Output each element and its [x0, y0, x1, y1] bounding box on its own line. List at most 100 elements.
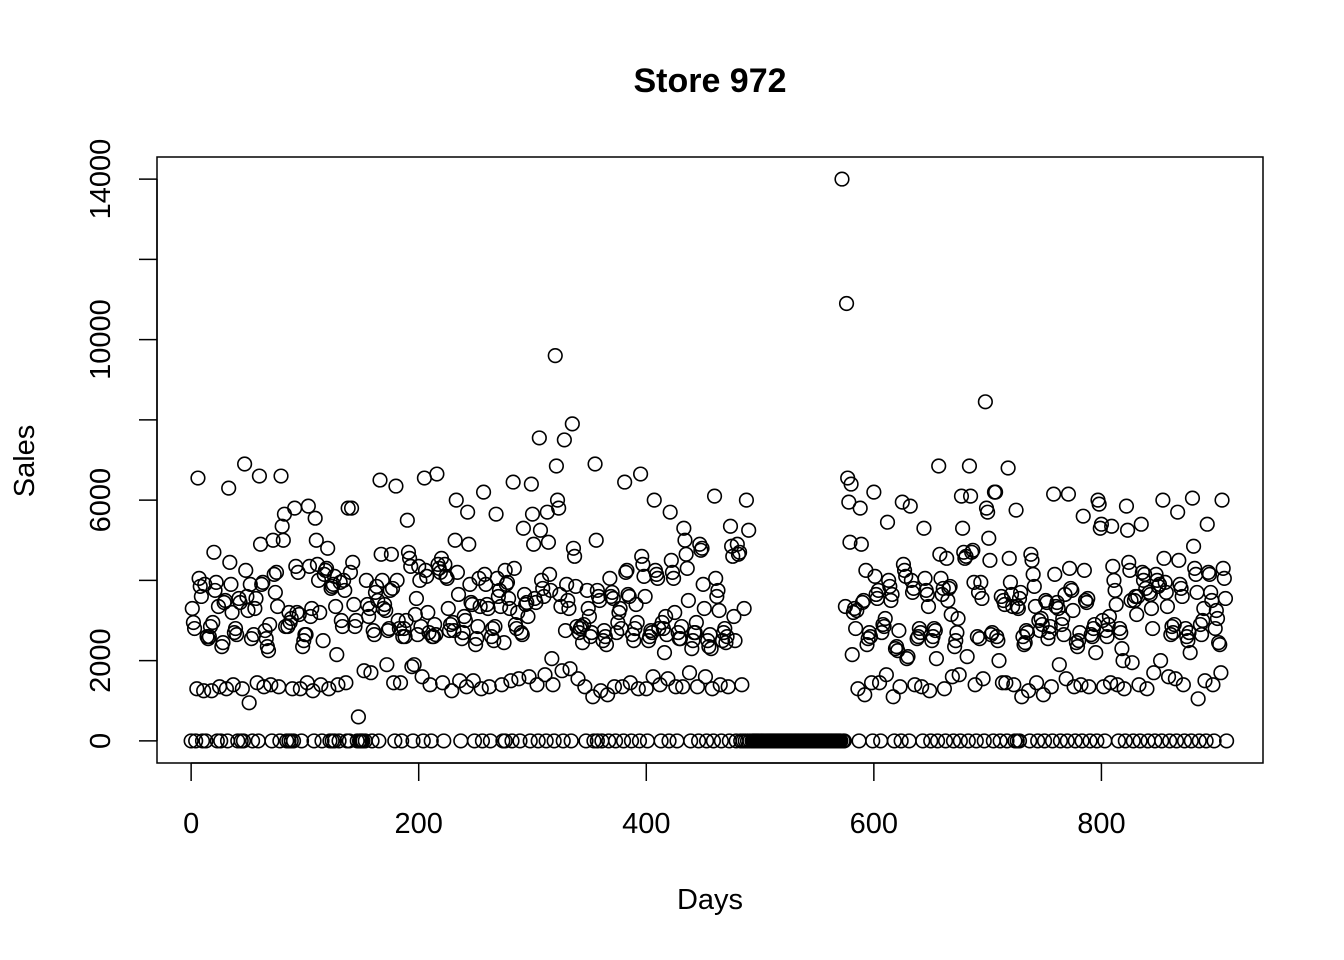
data-point: [887, 641, 904, 657]
data-point: [1030, 733, 1046, 749]
data-point: [345, 554, 361, 570]
data-point: [1185, 538, 1202, 554]
data-point: [1176, 733, 1193, 749]
data-point: [843, 476, 859, 492]
data-point: [1187, 560, 1203, 576]
data-point: [387, 733, 403, 749]
data-point: [736, 600, 752, 617]
data-point: [516, 586, 533, 603]
data-point: [237, 456, 253, 472]
data-point: [415, 733, 431, 749]
data-point: [1052, 733, 1069, 749]
data-point: [329, 647, 345, 663]
data-point: [900, 649, 916, 665]
data-point: [482, 733, 498, 749]
data-point: [920, 598, 937, 615]
data-point: [1064, 582, 1080, 599]
data-point: [1160, 669, 1177, 685]
data-point: [251, 468, 268, 484]
data-point: [1060, 486, 1077, 502]
data-point: [620, 586, 636, 603]
data-point: [618, 564, 634, 580]
data-point: [919, 586, 935, 603]
data-point: [726, 608, 742, 625]
data-point: [1011, 590, 1028, 607]
data-point: [221, 480, 237, 496]
data-point: [524, 506, 541, 522]
data-point: [629, 614, 645, 631]
data-point: [1146, 665, 1162, 681]
data-point: [343, 500, 360, 516]
data-point: [494, 677, 510, 693]
data-point: [628, 596, 644, 613]
data-point: [461, 536, 477, 552]
data-point: [1023, 546, 1039, 562]
data-point: [1195, 612, 1211, 629]
data-point: [877, 610, 893, 627]
data-point: [879, 514, 896, 530]
data-point: [851, 733, 867, 749]
data-point: [1099, 628, 1115, 645]
data-point: [1073, 677, 1089, 693]
x-axis-label: Days: [677, 884, 743, 916]
data-point: [1218, 733, 1235, 749]
data-point: [298, 626, 314, 643]
data-point: [364, 733, 380, 749]
data-point: [198, 733, 214, 749]
data-point: [926, 620, 942, 637]
data-point: [1010, 600, 1026, 617]
data-point: [1074, 733, 1090, 749]
data-point: [917, 570, 933, 586]
data-point: [1183, 733, 1199, 749]
data-point: [504, 733, 520, 749]
data-point: [551, 500, 567, 516]
data-point: [1214, 492, 1230, 508]
x-tick-label: 0: [183, 808, 199, 840]
data-point: [1129, 606, 1145, 623]
data-point: [271, 679, 287, 695]
data-point: [328, 598, 344, 615]
data-point: [1155, 492, 1171, 508]
data-point: [1168, 733, 1185, 749]
data-point: [626, 632, 642, 649]
data-point: [565, 540, 582, 556]
data-point: [991, 653, 1007, 669]
data-point: [384, 580, 401, 597]
data-point: [201, 628, 217, 645]
data-point: [931, 458, 947, 474]
data-point: [1114, 641, 1130, 657]
data-point: [1143, 600, 1160, 617]
data-point: [836, 733, 852, 749]
data-point: [522, 733, 538, 749]
data-point: [844, 647, 860, 663]
data-point: [606, 679, 623, 695]
data-point: [240, 602, 256, 619]
data-point: [252, 536, 269, 552]
data-point: [1171, 552, 1187, 568]
data-point: [488, 506, 504, 522]
data-point: [581, 608, 597, 625]
data-point: [1055, 610, 1071, 627]
data-point: [1215, 560, 1231, 576]
data-point: [378, 602, 394, 619]
data-point: [1041, 624, 1057, 641]
data-point: [741, 522, 757, 538]
data-point: [229, 626, 245, 643]
data-point: [500, 590, 517, 607]
data-point: [663, 552, 679, 568]
data-point: [1163, 626, 1179, 643]
data-point: [511, 671, 527, 687]
data-point: [235, 733, 252, 749]
data-point: [420, 604, 436, 621]
data-point: [308, 532, 324, 548]
data-point: [1106, 572, 1122, 588]
data-point: [481, 679, 497, 695]
data-point: [306, 733, 322, 749]
data-point: [982, 552, 998, 568]
data-point: [1022, 733, 1038, 749]
data-point: [390, 612, 406, 629]
data-point: [326, 733, 343, 749]
data-point: [968, 733, 984, 749]
data-point: [901, 733, 917, 749]
data-point: [612, 600, 628, 617]
